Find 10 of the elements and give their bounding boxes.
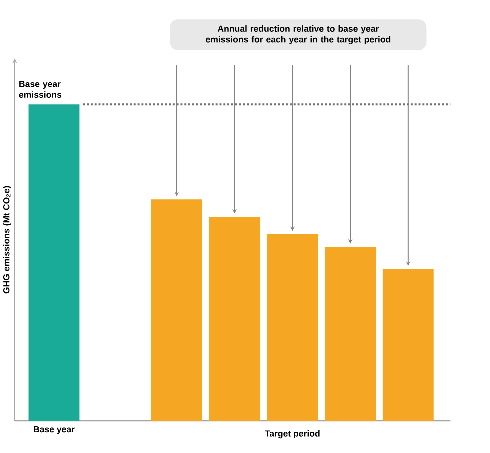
bar [151,199,202,421]
x-tick-label: Base year [34,426,75,434]
annotation: Base year emissions [19,80,62,98]
bar [382,269,434,421]
bar [325,246,376,421]
text: Target period [265,430,320,438]
bar [209,216,260,421]
bar [267,234,318,421]
text: Annual reduction relative to base year emissions for each year in the target period [206,25,391,44]
y-axis-title: GHG emissions (Mt CO$_{2}$e) [3,186,12,294]
